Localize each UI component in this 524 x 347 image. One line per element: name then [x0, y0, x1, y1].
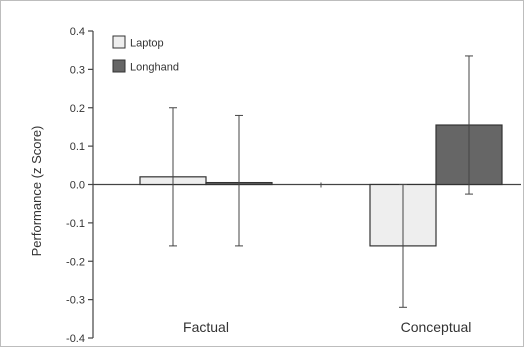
y-axis: 0.4 0.3 0.2 0.1 0.0 -0.1 -0.2 -0.3 -0.4 [66, 26, 94, 345]
legend-swatch-longhand [112, 59, 126, 73]
category-labels: Factual Conceptual [183, 319, 471, 335]
y-tick-label: 0.3 [70, 64, 85, 76]
error-bars [169, 55, 473, 308]
x-category-label: Conceptual [401, 319, 472, 335]
y-axis-title: Performance (z Score) [29, 126, 44, 257]
y-tick-label: 0.4 [70, 26, 85, 38]
y-tick-label: 0.1 [70, 141, 85, 153]
x-category-label: Factual [183, 319, 229, 335]
y-tick-label: -0.4 [66, 333, 85, 345]
y-tick-label: 0.0 [70, 180, 85, 192]
y-tick-label: -0.3 [66, 295, 85, 307]
legend-label-laptop: Laptop [130, 38, 164, 50]
legend-label-longhand: Longhand [130, 62, 179, 74]
y-tick-label: -0.1 [66, 218, 85, 230]
y-tick-label: 0.2 [70, 103, 85, 115]
y-tick-label: -0.2 [66, 256, 85, 268]
legend-swatch-laptop [112, 35, 126, 49]
legend: Laptop Longhand [112, 35, 179, 74]
